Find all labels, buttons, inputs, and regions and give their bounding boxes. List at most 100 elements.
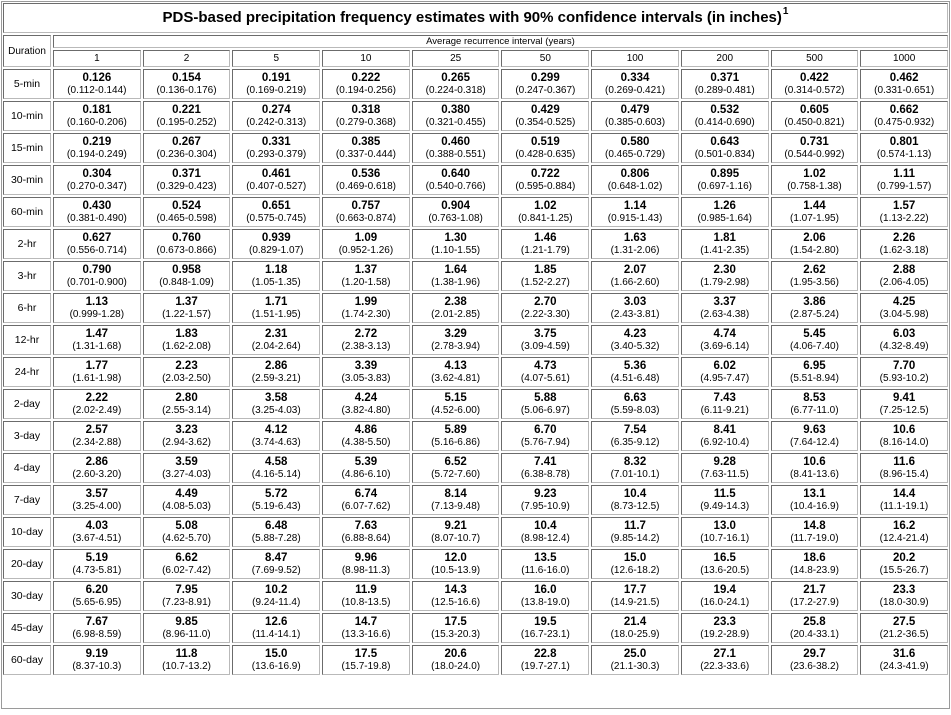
estimate-value: 4.03 <box>85 519 109 532</box>
estimate-cell: 0.385 (0.337-0.444) <box>322 133 410 163</box>
confidence-interval: (2.06-4.05) <box>879 276 929 288</box>
estimate-value: 1.09 <box>354 231 378 244</box>
estimate-cell: 0.760 (0.673-0.866) <box>142 229 231 259</box>
confidence-interval: (2.59-3.21) <box>251 372 301 384</box>
interval-column-header: 500 <box>770 50 859 67</box>
confidence-interval: (6.77-11.0) <box>790 404 839 416</box>
estimate-value: 5.89 <box>444 423 467 436</box>
confidence-interval: (5.06-6.97) <box>520 404 570 416</box>
estimate-cell: 0.580 (0.465-0.729) <box>591 133 679 163</box>
estimate-cell: 0.380 (0.321-0.455) <box>411 101 500 131</box>
confidence-interval: (2.87-5.24) <box>789 308 839 320</box>
estimate-value: 5.72 <box>265 487 288 500</box>
estimate-value: 25.8 <box>803 615 826 628</box>
estimate-cell: 0.429 (0.354-0.525) <box>501 101 590 131</box>
estimate-value: 5.45 <box>803 327 826 340</box>
duration-column-header: Duration <box>3 35 51 67</box>
confidence-interval: (1.41-2.35) <box>700 244 750 256</box>
confidence-interval: (0.673-0.866) <box>156 244 217 256</box>
estimate-value: 0.380 <box>441 103 471 116</box>
confidence-interval: (1.21-1.79) <box>520 244 570 256</box>
interval-column-header: 25 <box>411 50 500 67</box>
estimate-cell: 8.14 (7.13-9.48) <box>411 485 500 515</box>
confidence-interval: (13.6-20.5) <box>700 564 750 576</box>
estimate-value: 0.662 <box>889 103 919 116</box>
estimate-value: 0.318 <box>351 103 381 116</box>
estimate-value: 14.7 <box>354 615 378 628</box>
duration-row-label: 7-day <box>3 485 51 515</box>
confidence-interval: (12.5-16.6) <box>431 596 481 608</box>
confidence-interval: (0.465-0.598) <box>156 212 217 224</box>
estimate-value: 4.12 <box>265 423 288 436</box>
estimate-cell: 6.70 (5.76-7.94) <box>501 421 590 451</box>
confidence-interval: (1.79-2.98) <box>700 276 750 288</box>
confidence-interval: (9.24-11.4) <box>252 596 301 608</box>
confidence-interval: (7.13-9.48) <box>431 500 481 512</box>
confidence-interval: (8.96-11.0) <box>162 628 211 640</box>
confidence-interval: (10.8-13.5) <box>341 596 391 608</box>
estimate-value: 4.73 <box>534 359 557 372</box>
estimate-value: 5.15 <box>444 391 467 404</box>
estimate-cell: 10.6 (8.16-14.0) <box>860 421 948 451</box>
estimate-cell: 29.7 (23.6-38.2) <box>770 645 859 675</box>
duration-row-label: 10-day <box>3 517 51 547</box>
estimate-value: 5.39 <box>354 455 378 468</box>
confidence-interval: (10.4-16.9) <box>789 500 839 512</box>
estimate-value: 0.154 <box>172 71 201 84</box>
estimate-value: 2.26 <box>892 231 916 244</box>
estimate-cell: 4.74 (3.69-6.14) <box>680 325 769 355</box>
estimate-cell: 7.67 (6.98-8.59) <box>53 613 141 643</box>
estimate-cell: 1.14 (0.915-1.43) <box>591 197 679 227</box>
estimate-cell: 0.274 (0.242-0.313) <box>232 101 321 131</box>
confidence-interval: (11.1-19.1) <box>880 500 929 512</box>
estimate-value: 0.757 <box>351 199 381 212</box>
confidence-interval: (0.556-0.714) <box>66 244 127 256</box>
estimate-cell: 14.3 (12.5-16.6) <box>411 581 500 611</box>
estimate-value: 1.13 <box>85 295 109 308</box>
duration-row-label: 3-hr <box>3 261 51 291</box>
title-footnote-marker[interactable]: 1 <box>782 6 789 17</box>
estimate-value: 6.74 <box>354 487 378 500</box>
estimate-value: 9.85 <box>175 615 198 628</box>
estimate-value: 0.334 <box>620 71 650 84</box>
confidence-interval: (8.41-13.6) <box>789 468 839 480</box>
estimate-value: 6.02 <box>713 359 736 372</box>
confidence-interval: (0.841-1.25) <box>518 212 573 224</box>
estimate-value: 0.904 <box>441 199 471 212</box>
confidence-interval: (5.19-6.43) <box>251 500 301 512</box>
estimate-cell: 0.806 (0.648-1.02) <box>591 165 679 195</box>
estimate-value: 4.23 <box>623 327 647 340</box>
confidence-interval: (8.73-12.5) <box>610 500 660 512</box>
estimate-cell: 0.222 (0.194-0.256) <box>322 69 410 99</box>
estimate-cell: 0.731 (0.544-0.992) <box>770 133 859 163</box>
estimate-cell: 8.41 (6.92-10.4) <box>680 421 769 451</box>
confidence-interval: (1.61-1.98) <box>72 372 122 384</box>
estimate-cell: 0.895 (0.697-1.16) <box>680 165 769 195</box>
confidence-interval: (0.414-0.690) <box>694 116 755 128</box>
estimate-cell: 4.73 (4.07-5.61) <box>501 357 590 387</box>
estimate-value: 1.02 <box>534 199 557 212</box>
estimate-value: 3.58 <box>265 391 288 404</box>
estimate-value: 0.219 <box>82 135 112 148</box>
confidence-interval: (3.67-4.51) <box>72 532 122 544</box>
estimate-cell: 16.0 (13.8-19.0) <box>501 581 590 611</box>
confidence-interval: (6.88-8.64) <box>341 532 391 544</box>
estimate-value: 2.86 <box>85 455 109 468</box>
confidence-interval: (21.1-30.3) <box>610 660 660 672</box>
estimate-cell: 6.48 (5.88-7.28) <box>232 517 321 547</box>
table-title: PDS-based precipitation frequency estima… <box>3 3 948 33</box>
confidence-interval: (3.25-4.03) <box>251 404 301 416</box>
confidence-interval: (13.8-19.0) <box>520 596 570 608</box>
confidence-interval: (3.69-6.14) <box>700 340 750 352</box>
estimate-cell: 4.58 (4.16-5.14) <box>232 453 321 483</box>
estimate-value: 4.49 <box>175 487 198 500</box>
estimate-value: 2.23 <box>175 359 198 372</box>
confidence-interval: (24.3-41.9) <box>879 660 929 672</box>
estimate-value: 1.11 <box>893 167 916 180</box>
confidence-interval: (0.242-0.313) <box>246 116 307 128</box>
confidence-interval: (10.5-13.9) <box>431 564 481 576</box>
estimate-cell: 20.6 (18.0-24.0) <box>411 645 500 675</box>
confidence-interval: (1.54-2.80) <box>789 244 839 256</box>
estimate-cell: 1.47 (1.31-1.68) <box>53 325 141 355</box>
